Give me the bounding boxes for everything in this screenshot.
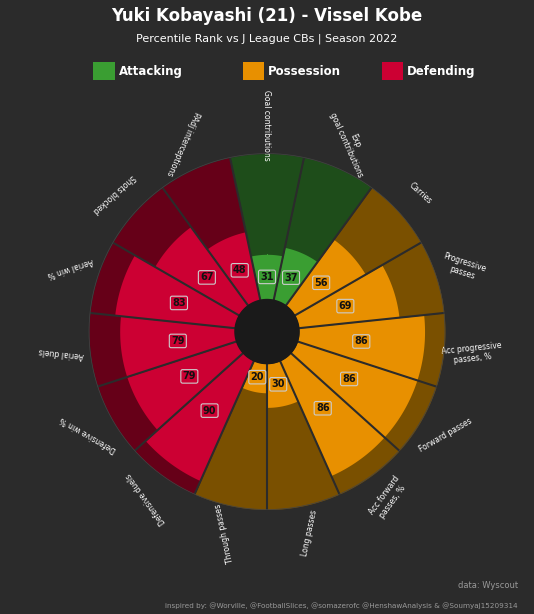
Text: 79: 79 <box>171 336 185 346</box>
Text: 48: 48 <box>233 265 247 275</box>
Text: Goal contributions: Goal contributions <box>263 90 271 160</box>
Text: 69: 69 <box>339 301 352 311</box>
Text: 31: 31 <box>260 272 274 282</box>
Text: 79: 79 <box>183 371 196 381</box>
Text: Aerial duels: Aerial duels <box>38 346 85 360</box>
Text: 90: 90 <box>203 406 216 416</box>
Text: PAdj interceptions: PAdj interceptions <box>165 109 201 176</box>
Text: 56: 56 <box>315 278 328 288</box>
Text: Forward passes: Forward passes <box>418 416 474 454</box>
Text: data: Wyscout: data: Wyscout <box>458 581 518 590</box>
Text: Attacking: Attacking <box>119 65 183 78</box>
Text: Percentile Rank vs J League CBs | Season 2022: Percentile Rank vs J League CBs | Season… <box>136 33 398 44</box>
Text: 86: 86 <box>316 403 329 413</box>
FancyBboxPatch shape <box>382 62 403 80</box>
Polygon shape <box>235 300 299 363</box>
Text: Carries: Carries <box>407 181 434 206</box>
Text: inspired by: @Worville, @FootballSlices, @somazerofc @HenshawAnalysis & @Soumyaj: inspired by: @Worville, @FootballSlices,… <box>166 602 518 608</box>
FancyBboxPatch shape <box>243 62 264 80</box>
Text: Aerial win %: Aerial win % <box>46 256 95 279</box>
Text: Exp
goal contributions: Exp goal contributions <box>328 107 374 179</box>
Text: Long passes: Long passes <box>301 510 319 558</box>
Text: Defensive duels: Defensive duels <box>124 471 167 526</box>
Text: 83: 83 <box>172 298 186 308</box>
Text: 86: 86 <box>355 336 368 346</box>
Text: 37: 37 <box>284 273 298 282</box>
Text: 86: 86 <box>342 374 356 384</box>
FancyBboxPatch shape <box>93 62 115 80</box>
Text: Possession: Possession <box>268 65 341 78</box>
Text: Through passes: Through passes <box>214 503 235 564</box>
Text: Defensive win %: Defensive win % <box>59 415 118 454</box>
Text: Defending: Defending <box>407 65 475 78</box>
Text: Acc forward
passes, %: Acc forward passes, % <box>367 475 410 523</box>
Text: 20: 20 <box>250 372 264 382</box>
Text: Acc progressive
passes, %: Acc progressive passes, % <box>441 340 504 366</box>
Text: Shots blocked: Shots blocked <box>91 172 136 215</box>
Text: 67: 67 <box>200 273 214 282</box>
Text: 30: 30 <box>271 379 285 389</box>
Text: Progressive
passes: Progressive passes <box>439 252 488 284</box>
Text: Yuki Kobayashi (21) - Vissel Kobe: Yuki Kobayashi (21) - Vissel Kobe <box>112 7 422 25</box>
